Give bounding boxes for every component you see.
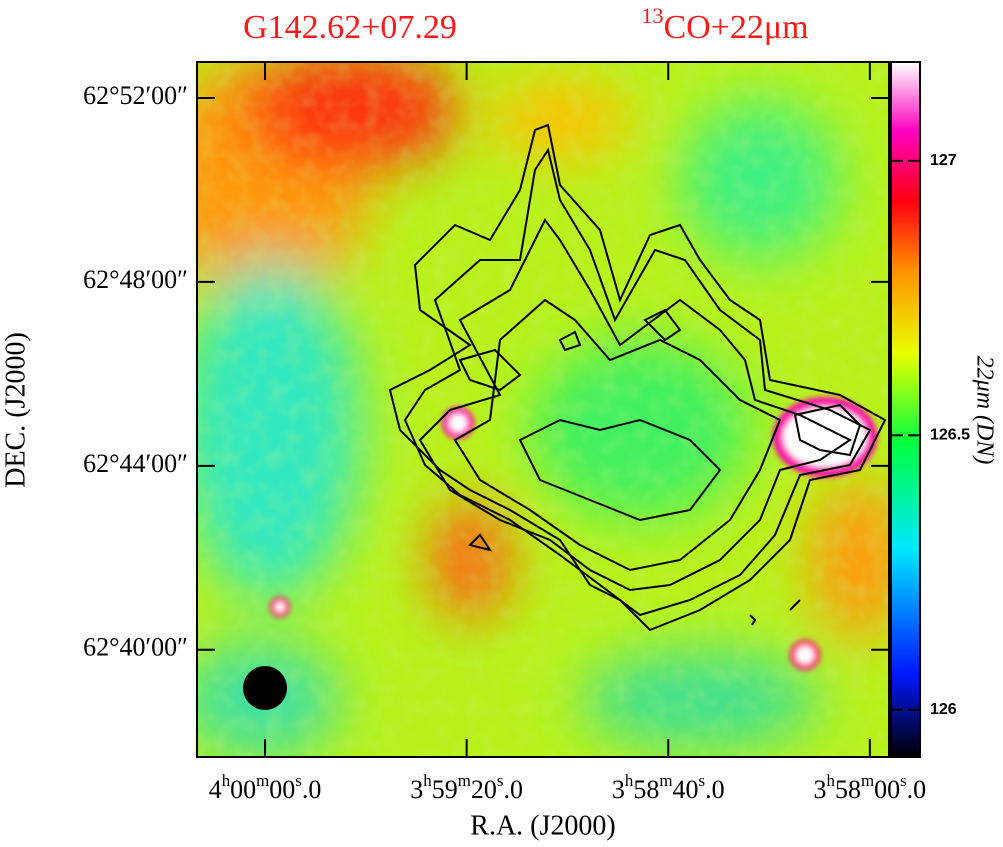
image — [197, 62, 889, 757]
colorbar-label: 22μm (DN) — [971, 356, 997, 465]
colorbar-tick-label: 126 — [930, 701, 957, 718]
y-tick-label: 62°48′00″ — [83, 265, 188, 294]
y-tick-label: 62°44′00″ — [83, 449, 188, 478]
x-axis-label: R.A. (J2000) — [470, 810, 615, 841]
x-tick-label: 3h59m20s.0 — [410, 771, 523, 804]
colorbar-tick-label: 126.5 — [930, 427, 970, 444]
colorbar-tick-label: 127 — [930, 152, 957, 169]
x-tick-label: 3h58m00s.0 — [814, 771, 927, 804]
frame — [196, 61, 890, 758]
chart-subtitle: 13CO+22μm — [641, 3, 808, 46]
y-axis-label: DEC. (J2000) — [0, 332, 31, 488]
beam — [243, 666, 287, 710]
x-tick-label: 3h58m40s.0 — [612, 771, 725, 804]
x-tick-label: 4h00m00s.0 — [209, 771, 322, 804]
chart-title: G142.62+07.29 — [243, 9, 457, 46]
colorbar — [890, 61, 921, 758]
contours — [388, 123, 887, 632]
y-tick-label: 62°40′00″ — [83, 633, 188, 662]
y-tick-label: 62°52′00″ — [83, 81, 188, 110]
